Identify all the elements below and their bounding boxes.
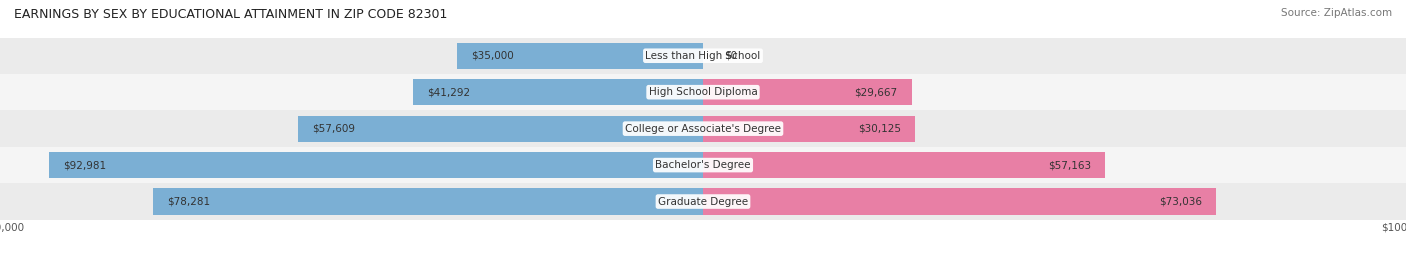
Text: High School Diploma: High School Diploma bbox=[648, 87, 758, 97]
Bar bbox=[703, 188, 1216, 215]
Bar bbox=[0, 110, 1406, 147]
Text: $57,609: $57,609 bbox=[312, 124, 356, 134]
Bar bbox=[49, 152, 703, 178]
Text: Bachelor's Degree: Bachelor's Degree bbox=[655, 160, 751, 170]
Text: $29,667: $29,667 bbox=[855, 87, 897, 97]
Text: EARNINGS BY SEX BY EDUCATIONAL ATTAINMENT IN ZIP CODE 82301: EARNINGS BY SEX BY EDUCATIONAL ATTAINMEN… bbox=[14, 8, 447, 21]
Text: Source: ZipAtlas.com: Source: ZipAtlas.com bbox=[1281, 8, 1392, 18]
Bar bbox=[298, 116, 703, 142]
Bar bbox=[0, 147, 1406, 183]
Text: $92,981: $92,981 bbox=[63, 160, 107, 170]
Text: $73,036: $73,036 bbox=[1160, 196, 1202, 207]
Bar bbox=[0, 74, 1406, 110]
Bar bbox=[0, 183, 1406, 220]
Bar bbox=[153, 188, 703, 215]
Text: Less than High School: Less than High School bbox=[645, 51, 761, 61]
Bar bbox=[457, 43, 703, 69]
Text: $0: $0 bbox=[724, 51, 737, 61]
Text: $41,292: $41,292 bbox=[427, 87, 470, 97]
Text: $30,125: $30,125 bbox=[858, 124, 901, 134]
Text: $57,163: $57,163 bbox=[1047, 160, 1091, 170]
Text: $78,281: $78,281 bbox=[167, 196, 209, 207]
Text: $35,000: $35,000 bbox=[471, 51, 513, 61]
Text: College or Associate's Degree: College or Associate's Degree bbox=[626, 124, 780, 134]
Bar bbox=[703, 116, 915, 142]
Bar bbox=[0, 38, 1406, 74]
Bar bbox=[703, 79, 911, 105]
Text: Graduate Degree: Graduate Degree bbox=[658, 196, 748, 207]
Bar bbox=[413, 79, 703, 105]
Bar bbox=[703, 152, 1105, 178]
